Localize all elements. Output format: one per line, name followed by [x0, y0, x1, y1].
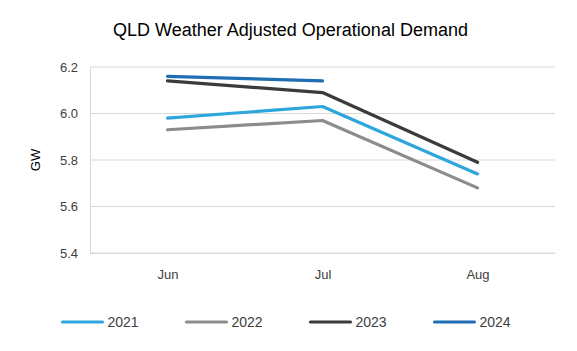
legend-swatch [311, 320, 351, 323]
legend-label: 2024 [480, 314, 511, 330]
y-tick-label: 5.6 [60, 199, 78, 214]
x-tick: Jun [158, 253, 179, 282]
grid [90, 67, 555, 253]
y-tick-label: 6.2 [60, 60, 78, 75]
y-tick-label: 5.4 [60, 246, 78, 261]
grid-line [90, 67, 555, 68]
legend-label: 2022 [232, 314, 263, 330]
x-axis: Jun Jul Aug [91, 253, 556, 282]
legend: 2021 2022 2023 2024 [63, 314, 511, 330]
grid-line [90, 113, 555, 114]
series-line [168, 76, 323, 81]
legend-item: 2023 [311, 314, 387, 330]
y-tick-label: 5.8 [60, 153, 78, 168]
title: QLD Weather Adjusted Operational Demand [113, 20, 468, 40]
legend-swatch [63, 320, 103, 323]
series-line [168, 120, 478, 187]
series-line [168, 81, 478, 162]
legend-item: 2022 [187, 314, 263, 330]
y-tick-label: 6.0 [60, 106, 78, 121]
plot-area [168, 76, 478, 188]
y-tick: 5.6 [60, 199, 90, 214]
y-tick: 5.8 [60, 153, 90, 168]
grid-line [90, 206, 555, 207]
grid-line [90, 253, 555, 254]
x-tick: Jul [315, 253, 332, 282]
legend-label: 2023 [356, 314, 387, 330]
legend-swatch [187, 320, 227, 323]
legend-item: 2024 [435, 314, 511, 330]
y-tick: 6.0 [60, 106, 90, 121]
x-tick-label: Aug [466, 267, 489, 282]
y-axis-title: GW [28, 148, 43, 171]
legend-swatch [435, 320, 475, 323]
legend-item: 2021 [63, 314, 139, 330]
y-tick: 5.4 [60, 246, 90, 261]
grid-line [90, 160, 555, 161]
legend-label: 2021 [108, 314, 139, 330]
y-tick: 6.2 [60, 60, 90, 75]
y-axis: 5.4 5.6 5.8 6.0 6.2 [60, 60, 91, 261]
x-tick-label: Jun [158, 267, 179, 282]
y-axis-line [90, 68, 91, 254]
x-tick: Aug [466, 253, 489, 282]
x-tick-label: Jul [315, 267, 332, 282]
chart: QLD Weather Adjusted Operational Demand 5… [0, 0, 577, 351]
x-axis-line [91, 253, 556, 254]
